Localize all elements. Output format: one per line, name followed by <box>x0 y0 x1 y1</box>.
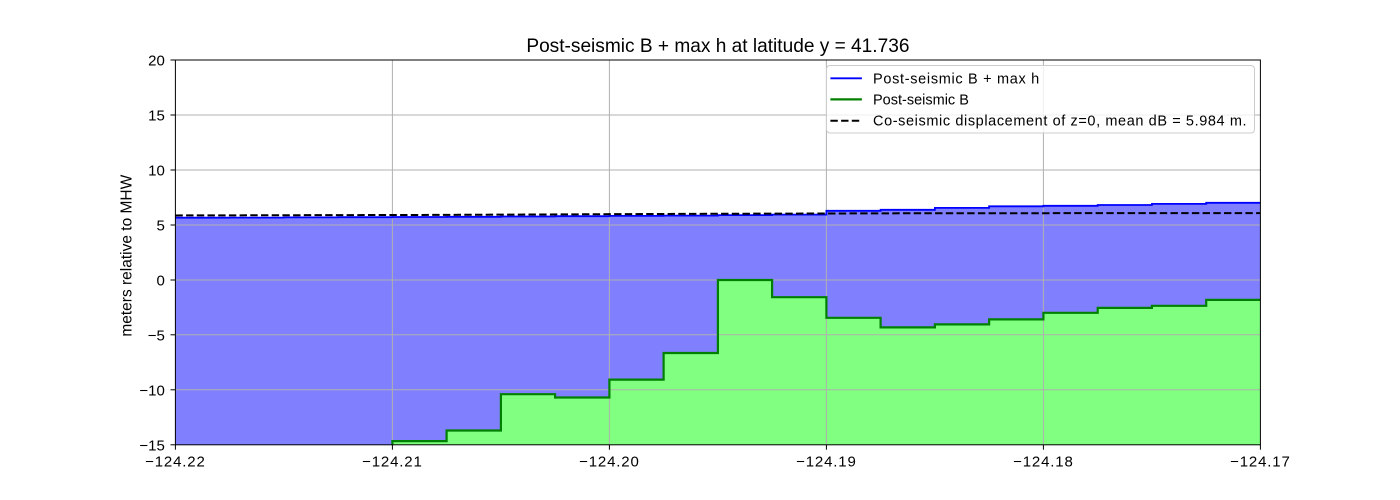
svg-text:−5: −5 <box>148 327 165 344</box>
svg-text:20: 20 <box>148 52 165 69</box>
svg-text:−124.19: −124.19 <box>796 454 857 471</box>
svg-text:15: 15 <box>148 107 165 124</box>
svg-text:5: 5 <box>156 217 164 234</box>
svg-text:−10: −10 <box>139 382 164 399</box>
svg-text:−124.21: −124.21 <box>362 454 423 471</box>
svg-text:−124.20: −124.20 <box>579 454 640 471</box>
svg-text:−124.17: −124.17 <box>1230 454 1291 471</box>
svg-text:Post-seismic B + max h: Post-seismic B + max h <box>873 71 1040 87</box>
svg-text:Post-seismic B: Post-seismic B <box>873 92 969 108</box>
svg-text:Post-seismic B + max h at lati: Post-seismic B + max h at latitude y = 4… <box>526 36 909 57</box>
svg-text:Co-seismic displacement of z=0: Co-seismic displacement of z=0, mean dB … <box>873 114 1247 130</box>
svg-text:−124.18: −124.18 <box>1013 454 1074 471</box>
svg-text:meters relative to MHW: meters relative to MHW <box>119 174 136 336</box>
svg-text:0: 0 <box>156 272 164 289</box>
svg-text:−15: −15 <box>139 437 164 454</box>
svg-text:−124.22: −124.22 <box>145 454 206 471</box>
svg-text:10: 10 <box>148 162 165 179</box>
